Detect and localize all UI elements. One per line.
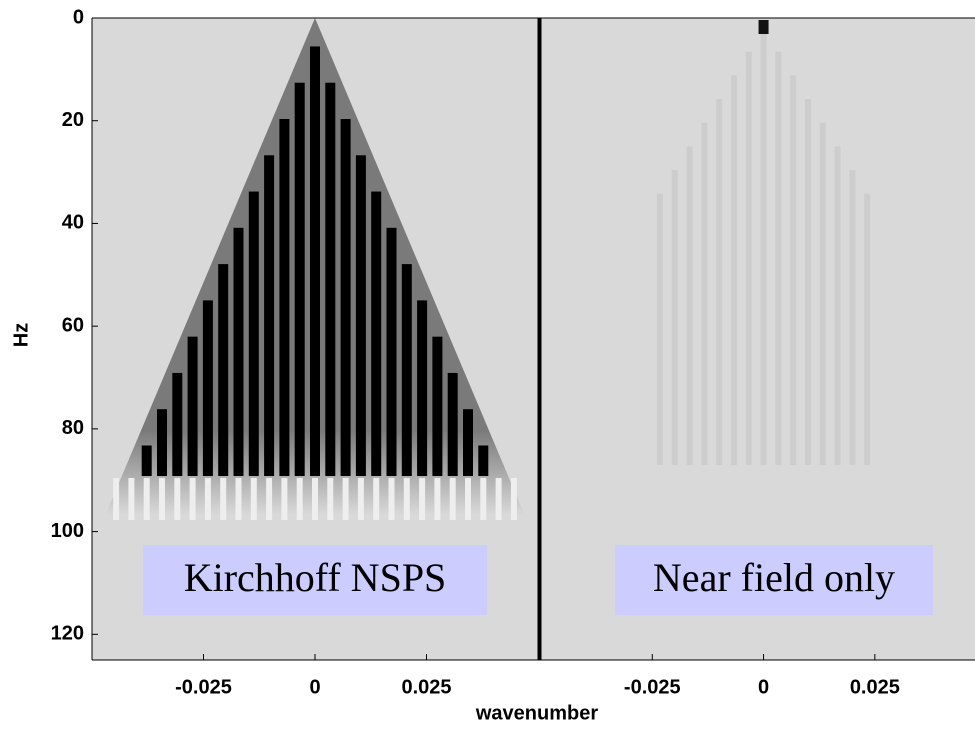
x-tick-label: -0.025: [624, 676, 681, 698]
y-tick-label: 60: [62, 314, 84, 336]
spectrum-ripple: [510, 478, 517, 520]
x-tick-label: -0.025: [175, 676, 232, 698]
x-tick-label: 0.025: [401, 676, 451, 698]
x-tick-label: 0.025: [850, 676, 900, 698]
y-tick-label: 80: [62, 417, 84, 439]
spectrum-stripe: [157, 409, 167, 476]
y-tick-label: 120: [51, 623, 84, 645]
spectrum-ripple: [495, 478, 502, 520]
spectrum-ripple: [342, 478, 349, 520]
spectrum-stripe: [447, 372, 458, 476]
spectrum-ripple: [465, 478, 471, 520]
y-axis-label: Hz: [10, 323, 32, 347]
y-tick-label: 0: [73, 6, 84, 28]
spectrum-ripple: [434, 478, 441, 520]
spectrum-stripe: [202, 300, 213, 476]
y-tick-label: 20: [62, 109, 84, 131]
x-tick-label: 0: [758, 676, 769, 698]
spectrum-peak: [758, 20, 769, 34]
spectrum-stripe: [478, 445, 489, 476]
spectrum-ripple: [327, 478, 334, 520]
spectrum-stripe: [172, 372, 183, 476]
spectrum-ripple: [357, 478, 364, 520]
spectrum-stripe: [760, 28, 767, 465]
spectrum-stripe: [701, 122, 708, 465]
spectrum-stripe: [790, 75, 797, 466]
label-box: [615, 545, 933, 615]
y-tick-label: 100: [51, 520, 84, 542]
y-tick-label: 40: [62, 212, 84, 234]
spectrum-ripple: [159, 478, 165, 520]
spectrum-stripe: [864, 193, 871, 465]
x-axis-label: wavenumber: [475, 702, 598, 724]
spectrum-stripe: [656, 193, 663, 465]
spectrum-stripe: [279, 119, 290, 476]
spectrum-ripple: [373, 478, 380, 520]
spectrum-stripe: [340, 119, 351, 476]
spectrum-ripple: [143, 478, 150, 520]
spectrum-ripple: [174, 478, 181, 520]
spectrum-stripe: [463, 409, 473, 476]
spectrum-ripple: [312, 478, 318, 520]
spectrum-stripe: [264, 155, 275, 476]
spectrum-stripe: [804, 99, 811, 465]
spectrum-stripe: [849, 170, 856, 465]
spectrum-ripple: [403, 478, 410, 520]
spectrum-stripe: [432, 336, 443, 476]
spectrum-stripe: [310, 46, 320, 477]
spectrum-ripple: [281, 478, 288, 520]
spectrum-stripe: [745, 51, 752, 466]
spectrum-stripe: [730, 75, 737, 466]
spectrum-stripe: [218, 264, 229, 476]
spectrum-ripple: [128, 478, 135, 520]
spectrum-ripple: [189, 478, 196, 520]
spectrum-ripple: [220, 478, 227, 520]
spectrum-stripe: [834, 146, 841, 465]
spectrum-stripe: [187, 336, 198, 476]
spectrum-stripe: [141, 445, 152, 476]
spectrum-ripple: [388, 478, 395, 520]
spectrum-stripe: [819, 122, 826, 465]
spectrum-ripple: [480, 478, 487, 520]
panel-label: Near field only: [653, 555, 895, 600]
spectrum-stripe: [716, 99, 723, 465]
panel-label: Kirchhoff NSPS: [184, 555, 447, 600]
spectrum-stripe: [417, 300, 428, 476]
spectrum-stripe: [294, 82, 305, 477]
spectrum-stripe: [386, 227, 397, 476]
spectrum-stripe: [355, 155, 366, 476]
spectrum-stripe: [686, 146, 693, 465]
spectrum-ripple: [266, 478, 273, 520]
spectrum-ripple: [449, 478, 456, 520]
spectrum-stripe: [371, 191, 382, 476]
spectrum-stripe: [671, 170, 678, 465]
spectrum-ripple: [419, 478, 426, 520]
spectrum-stripe: [248, 191, 259, 476]
spectrum-ripple: [235, 478, 242, 520]
spectrum-stripe: [401, 264, 412, 476]
spectrum-stripe: [325, 82, 336, 477]
spectrum-ripple: [250, 478, 257, 520]
spectrum-stripe: [233, 227, 244, 476]
spectrum-stripe: [775, 51, 782, 466]
x-tick-label: 0: [309, 676, 320, 698]
spectrum-ripple: [296, 478, 303, 520]
label-box: [143, 545, 487, 615]
spectrum-ripple: [204, 478, 211, 520]
spectrum-ripple: [113, 478, 120, 520]
